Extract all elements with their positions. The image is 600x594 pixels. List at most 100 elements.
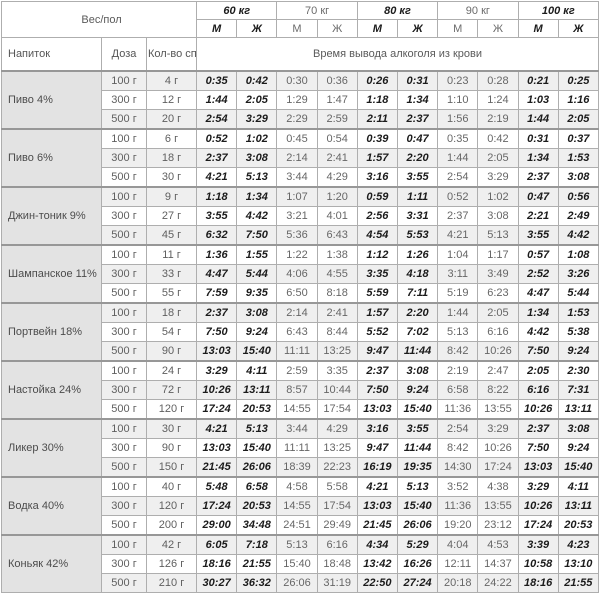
elimination-time-cell: 21:55 — [557, 573, 600, 593]
elimination-time-cell: 1:07 — [276, 186, 318, 207]
elimination-time-cell: 5:13 — [236, 418, 278, 439]
elimination-time-cell: 0:42 — [477, 128, 519, 149]
elimination-time-cell: 6:16 — [477, 322, 519, 342]
elimination-time-cell: 5:13 — [396, 476, 439, 497]
elimination-time-cell: 20:18 — [437, 573, 479, 593]
elimination-time-cell: 2:37 — [517, 418, 559, 439]
elimination-time-cell: 2:37 — [196, 302, 238, 323]
elimination-time-cell: 0:45 — [276, 128, 318, 149]
elimination-time-cell: 4:42 — [557, 225, 600, 246]
elimination-time-cell: 15:40 — [236, 438, 278, 458]
alcohol-amount-cell: 18 г — [145, 148, 198, 168]
elimination-time-cell: 17:24 — [517, 515, 559, 536]
drink-name: Пиво 4% — [1, 70, 102, 130]
elimination-time-cell: 3:08 — [557, 418, 600, 439]
elimination-time-cell: 3:55 — [396, 418, 439, 439]
alcohol-amount-cell: 30 г — [145, 418, 198, 439]
alcohol-column-header: Кол-во спирта — [145, 37, 198, 72]
elimination-time-cell: 1:12 — [356, 244, 398, 265]
elimination-time-cell: 15:40 — [557, 457, 600, 478]
table-row: Ликер 30% 100 г 30 г 4:21 5:13 3:44 4:29 3:16 3:… — [1, 418, 600, 478]
gender-col-f: Ж — [477, 19, 519, 38]
elimination-time-cell: 21:45 — [196, 457, 238, 478]
alcohol-amount-cell: 54 г — [145, 322, 198, 342]
drink-name: Пиво 6% — [1, 128, 102, 188]
drink-column-header: Напиток — [1, 37, 102, 72]
elimination-time-cell: 0:57 — [517, 244, 559, 265]
table-row: 300 г 54 г 7:50 9:24 6:43 8:44 5:52 7:02 5:13 6:1… — [2, 322, 600, 342]
elimination-time-cell: 36:32 — [236, 573, 278, 593]
elimination-time-cell: 5:13 — [477, 225, 519, 246]
elimination-time-cell: 1:57 — [356, 302, 398, 323]
elimination-time-cell: 3:55 — [396, 167, 439, 188]
elimination-time-cell: 2:14 — [276, 302, 318, 323]
elimination-time-cell: 14:37 — [477, 554, 519, 574]
elimination-time-cell: 4:04 — [437, 534, 479, 555]
elimination-time-cell: 2:19 — [437, 360, 479, 381]
elimination-time-cell: 6:58 — [437, 380, 479, 400]
dose-cell: 100 г — [101, 302, 147, 323]
elimination-time-cell: 2:37 — [356, 360, 398, 381]
elimination-time-cell: 10:26 — [477, 341, 519, 362]
dose-cell: 300 г — [101, 496, 147, 516]
table-row: Шампанское 11% 100 г 11 г 1:36 1:55 1:22 1:38 1… — [1, 244, 600, 304]
elimination-time-cell: 1:29 — [276, 90, 318, 110]
alcohol-amount-cell: 55 г — [145, 283, 198, 304]
elimination-time-cell: 20:53 — [557, 515, 600, 536]
elimination-time-cell: 0:39 — [356, 128, 398, 149]
elimination-time-cell: 1:44 — [437, 148, 479, 168]
elimination-time-cell: 3:39 — [517, 534, 559, 555]
dose-cell: 300 г — [101, 264, 147, 284]
dose-cell: 500 г — [101, 109, 147, 130]
elimination-time-cell: 13:10 — [557, 554, 600, 574]
table-row: 300 г 72 г 10:26 13:11 8:57 10:44 7:50 9:24 6:58… — [2, 380, 600, 400]
elimination-time-cell: 3:49 — [477, 264, 519, 284]
elimination-time-cell: 3:52 — [437, 476, 479, 497]
elimination-time-cell: 21:45 — [356, 515, 398, 536]
elimination-time-cell: 3:08 — [477, 206, 519, 226]
alcohol-amount-cell: 12 г — [145, 90, 198, 110]
elimination-time-cell: 1:20 — [316, 186, 358, 207]
elimination-time-cell: 4:21 — [437, 225, 479, 246]
elimination-time-cell: 1:44 — [517, 109, 559, 130]
elimination-time-cell: 2:19 — [477, 109, 519, 130]
elimination-time-cell: 13:42 — [356, 554, 398, 574]
elimination-time-cell: 4:38 — [477, 476, 519, 497]
elimination-time-cell: 6:23 — [477, 283, 519, 304]
dose-cell: 300 г — [101, 380, 147, 400]
elimination-time-cell: 1:18 — [356, 90, 398, 110]
elimination-time-cell: 10:44 — [316, 380, 358, 400]
dose-cell: 500 г — [101, 167, 147, 188]
elimination-time-cell: 9:24 — [236, 322, 278, 342]
alcohol-amount-cell: 210 г — [145, 573, 198, 593]
elimination-time-cell: 4:29 — [316, 167, 358, 188]
elimination-time-cell: 7:50 — [356, 380, 398, 400]
dose-cell: 500 г — [101, 225, 147, 246]
elimination-time-cell: 2:59 — [276, 360, 318, 381]
elimination-time-cell: 1:34 — [236, 186, 278, 207]
table-row: 300 г 90 г 13:03 15:40 11:11 13:25 9:47 11:44 8:… — [2, 438, 600, 458]
elimination-time-cell: 0:36 — [316, 70, 358, 91]
elimination-time-cell: 4:42 — [517, 322, 559, 342]
elimination-time-cell: 9:24 — [557, 438, 600, 458]
elimination-time-cell: 4:54 — [356, 225, 398, 246]
elimination-time-cell: 0:28 — [477, 70, 519, 91]
elimination-time-cell: 30:27 — [196, 573, 238, 593]
elimination-time-cell: 18:48 — [316, 554, 358, 574]
elimination-time-cell: 7:50 — [236, 225, 278, 246]
elimination-time-cell: 4:47 — [196, 264, 238, 284]
elimination-time-cell: 0:35 — [437, 128, 479, 149]
elimination-time-cell: 5:13 — [236, 167, 278, 188]
elimination-time-cell: 7:11 — [396, 283, 439, 304]
elimination-time-cell: 13:03 — [196, 341, 238, 362]
elimination-time-cell: 1:11 — [396, 186, 439, 207]
elimination-time-cell: 2:05 — [477, 302, 519, 323]
elimination-time-cell: 2:20 — [396, 302, 439, 323]
elimination-time-cell: 1:36 — [196, 244, 238, 265]
elimination-time-cell: 3:26 — [557, 264, 600, 284]
elimination-time-cell: 7:18 — [236, 534, 278, 555]
table-row: Водка 40% 100 г 40 г 5:48 6:58 4:58 5:58 4:21 5:… — [1, 476, 600, 536]
elimination-time-cell: 5:52 — [356, 322, 398, 342]
